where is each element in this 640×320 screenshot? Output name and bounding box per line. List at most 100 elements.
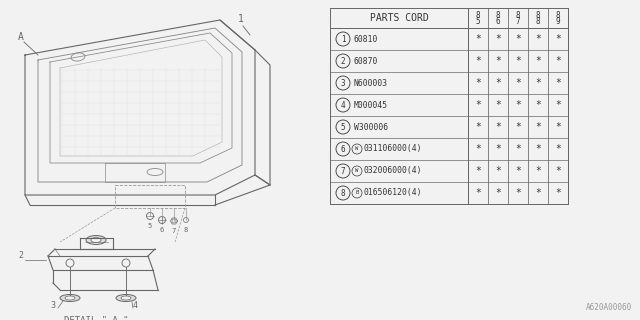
Text: *: * [475, 34, 481, 44]
Text: 5: 5 [148, 223, 152, 229]
Text: *: * [535, 34, 541, 44]
Circle shape [352, 144, 362, 154]
Text: *: * [515, 34, 521, 44]
Circle shape [336, 54, 350, 68]
Text: 8: 8 [340, 188, 346, 197]
Text: 3: 3 [50, 301, 55, 310]
Text: *: * [555, 122, 561, 132]
Circle shape [336, 142, 350, 156]
Ellipse shape [121, 296, 131, 300]
Text: *: * [475, 100, 481, 110]
Text: *: * [555, 78, 561, 88]
Circle shape [336, 76, 350, 90]
Text: 016506120(4): 016506120(4) [363, 188, 422, 197]
Text: *: * [495, 56, 501, 66]
Text: W: W [355, 169, 358, 173]
Text: *: * [535, 78, 541, 88]
Text: *: * [535, 188, 541, 198]
Text: *: * [515, 144, 521, 154]
Ellipse shape [65, 296, 75, 300]
Text: PARTS CORD: PARTS CORD [370, 13, 428, 23]
Text: A620A00060: A620A00060 [586, 303, 632, 312]
Ellipse shape [60, 294, 80, 301]
Text: *: * [475, 122, 481, 132]
Text: *: * [555, 188, 561, 198]
Text: *: * [475, 188, 481, 198]
Text: *: * [515, 56, 521, 66]
Text: 8: 8 [184, 227, 188, 233]
Text: 4: 4 [133, 301, 138, 310]
Ellipse shape [86, 236, 106, 244]
Text: *: * [495, 144, 501, 154]
Circle shape [172, 219, 176, 223]
Circle shape [336, 164, 350, 178]
Text: 7: 7 [340, 166, 346, 175]
Text: 4: 4 [340, 100, 346, 109]
Text: 9: 9 [556, 18, 560, 27]
Text: 60870: 60870 [354, 57, 378, 66]
Text: 8: 8 [496, 11, 500, 20]
Text: *: * [475, 56, 481, 66]
Circle shape [336, 120, 350, 134]
Text: *: * [495, 100, 501, 110]
Text: 8: 8 [516, 11, 520, 20]
Text: *: * [515, 100, 521, 110]
Text: 6: 6 [496, 18, 500, 27]
Text: *: * [495, 122, 501, 132]
Circle shape [336, 32, 350, 46]
Text: *: * [535, 122, 541, 132]
Text: 5: 5 [340, 123, 346, 132]
Circle shape [66, 259, 74, 267]
Text: *: * [515, 122, 521, 132]
Text: *: * [515, 78, 521, 88]
Text: *: * [535, 144, 541, 154]
Text: *: * [515, 188, 521, 198]
Text: DETAIL " A ": DETAIL " A " [64, 316, 128, 320]
Text: *: * [515, 166, 521, 176]
Text: *: * [555, 34, 561, 44]
Circle shape [352, 188, 362, 198]
Ellipse shape [116, 294, 136, 301]
Text: 031106000(4): 031106000(4) [363, 145, 422, 154]
Text: 7: 7 [172, 228, 176, 234]
Text: *: * [555, 56, 561, 66]
Text: N600003: N600003 [354, 78, 388, 87]
Text: 7: 7 [516, 18, 520, 27]
Text: W: W [355, 147, 358, 151]
Text: *: * [495, 166, 501, 176]
Text: 5: 5 [476, 18, 480, 27]
Text: *: * [495, 78, 501, 88]
Text: *: * [535, 100, 541, 110]
Circle shape [352, 166, 362, 176]
Text: 8: 8 [536, 11, 540, 20]
Text: *: * [555, 144, 561, 154]
Text: 032006000(4): 032006000(4) [363, 166, 422, 175]
Circle shape [122, 259, 130, 267]
Text: B: B [355, 190, 358, 196]
Ellipse shape [91, 237, 101, 243]
Text: *: * [535, 56, 541, 66]
Text: 1: 1 [340, 35, 346, 44]
Circle shape [147, 212, 154, 220]
Text: 3: 3 [340, 78, 346, 87]
Text: *: * [555, 100, 561, 110]
Text: 6: 6 [160, 227, 164, 233]
Text: A: A [18, 32, 24, 42]
Text: 2: 2 [340, 57, 346, 66]
Circle shape [159, 217, 166, 223]
Text: 60810: 60810 [354, 35, 378, 44]
Circle shape [336, 186, 350, 200]
Circle shape [184, 218, 189, 222]
Text: *: * [475, 166, 481, 176]
Text: *: * [475, 144, 481, 154]
Text: M000045: M000045 [354, 100, 388, 109]
Text: *: * [495, 188, 501, 198]
Text: *: * [555, 166, 561, 176]
Text: 8: 8 [476, 11, 480, 20]
Text: *: * [495, 34, 501, 44]
Text: W300006: W300006 [354, 123, 388, 132]
Circle shape [336, 98, 350, 112]
Text: 6: 6 [340, 145, 346, 154]
Text: 1: 1 [238, 14, 244, 24]
Text: *: * [475, 78, 481, 88]
